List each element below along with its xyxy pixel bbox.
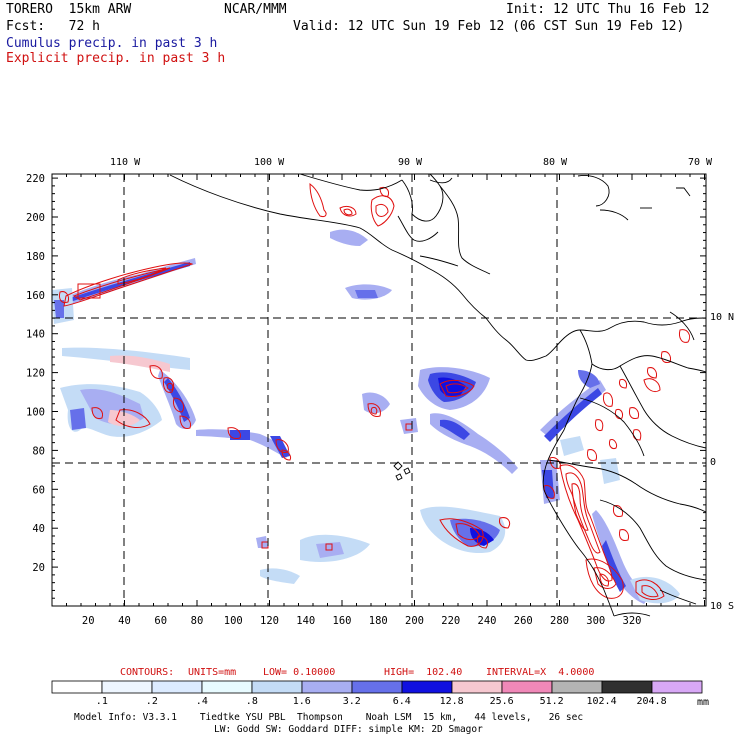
- colorbar-label: 6.4: [392, 696, 411, 707]
- colorbar-label: .8: [245, 696, 258, 707]
- cumulus-legend: Cumulus precip. in past 3 h: [6, 36, 218, 51]
- colorbar-swatch: [601, 680, 653, 694]
- y-tick-label: 180: [26, 251, 45, 263]
- init-time: Init: 12 UTC Thu 16 Feb 12: [506, 2, 710, 17]
- lat-label-10n: 10 N: [710, 312, 735, 323]
- x-tick-label: 320: [623, 615, 642, 627]
- model-info: Model Info: V3.3.1 Tiedtke YSU PBL Thomp…: [74, 712, 584, 723]
- y-tick-label: 160: [26, 290, 45, 302]
- lon-label-110w: 110 W: [110, 157, 141, 168]
- colorbar-label: .4: [195, 696, 208, 707]
- x-tick-label: 120: [260, 615, 279, 627]
- contour-units: UNITS=mm: [188, 667, 237, 678]
- cumulus-precip-shading: [52, 229, 680, 604]
- y-tick-label: 20: [32, 562, 45, 574]
- contour-high: HIGH= 102.40: [384, 667, 463, 678]
- y-tick-label: 40: [32, 523, 45, 535]
- y-tick-label: 80: [32, 445, 45, 457]
- map-frame: [51, 173, 707, 607]
- colorbar-label: 1.6: [292, 696, 311, 707]
- x-tick-label: 80: [191, 615, 204, 627]
- latlon-grid: [52, 174, 706, 606]
- x-tick-label: 180: [369, 615, 388, 627]
- colorbar-swatch: [651, 680, 703, 694]
- x-tick-label: 280: [550, 615, 569, 627]
- model-title: TORERO 15km ARW: [6, 2, 132, 17]
- coastlines: [169, 173, 707, 617]
- colorbar-swatch: [401, 680, 453, 694]
- colorbar-label: 25.6: [489, 696, 514, 707]
- x-tick-label: 100: [224, 615, 243, 627]
- colorbar-swatch: [501, 680, 553, 694]
- colorbar-label: 102.4: [586, 696, 617, 707]
- colorbar-swatch: [301, 680, 353, 694]
- y-tick-label: 100: [26, 407, 45, 419]
- colorbar-swatch: [451, 680, 503, 694]
- lon-label-80w: 80 W: [543, 157, 568, 168]
- axis-tick-labels: 20 40 60 80 100 120 140 160 180 200 220 240 260 280 30…: [26, 173, 641, 627]
- colorbar-swatch: [351, 680, 403, 694]
- x-tick-label: 140: [296, 615, 315, 627]
- axis-ticks: [51, 174, 706, 607]
- x-tick-label: 300: [586, 615, 605, 627]
- colorbar-label: 12.8: [439, 696, 464, 707]
- y-tick-label: 120: [26, 368, 45, 380]
- center-label: NCAR/MMM: [224, 2, 287, 17]
- x-tick-label: 200: [405, 615, 424, 627]
- x-tick-label: 60: [154, 615, 167, 627]
- lon-label-70w: 70 W: [688, 157, 713, 168]
- y-tick-label: 200: [26, 212, 45, 224]
- colorbar-swatch: [151, 680, 203, 694]
- contour-interval: INTERVAL=X 4.0000: [486, 667, 595, 678]
- colorbar-swatch: [201, 680, 253, 694]
- colorbar-swatch: [51, 680, 103, 694]
- colorbar: [51, 680, 703, 694]
- x-tick-label: 260: [514, 615, 533, 627]
- colorbar-unit: mm: [697, 697, 710, 708]
- contour-low: LOW= 0.10000: [263, 667, 336, 678]
- physics-info: LW: Godd SW: Goddard DIFF: simple KM: 2D…: [214, 724, 483, 735]
- lat-label-0: 0: [710, 457, 717, 468]
- explicit-precip-contours: [59, 182, 691, 600]
- y-tick-label: 60: [32, 484, 45, 496]
- x-tick-label: 40: [118, 615, 131, 627]
- y-tick-label: 140: [26, 329, 45, 341]
- x-tick-label: 160: [333, 615, 352, 627]
- colorbar-label: .2: [145, 696, 158, 707]
- lon-label-90w: 90 W: [398, 157, 423, 168]
- explicit-legend: Explicit precip. in past 3 h: [6, 51, 226, 66]
- x-tick-label: 220: [441, 615, 460, 627]
- contour-label: CONTOURS:: [120, 667, 175, 678]
- x-tick-label: 240: [478, 615, 497, 627]
- colorbar-label: 3.2: [342, 696, 361, 707]
- colorbar-label: .1: [95, 696, 108, 707]
- colorbar-swatch: [551, 680, 603, 694]
- valid-time: Valid: 12 UTC Sun 19 Feb 12 (06 CST Sun …: [293, 19, 685, 34]
- y-tick-label: 220: [26, 173, 45, 185]
- colorbar-swatch: [251, 680, 303, 694]
- colorbar-swatch: [101, 680, 153, 694]
- lon-label-100w: 100 W: [254, 157, 285, 168]
- colorbar-label: 204.8: [636, 696, 667, 707]
- lat-label-10s: 10 S: [710, 601, 735, 612]
- colorbar-label: 51.2: [539, 696, 564, 707]
- forecast-hour: Fcst: 72 h: [6, 19, 100, 34]
- x-tick-label: 20: [82, 615, 95, 627]
